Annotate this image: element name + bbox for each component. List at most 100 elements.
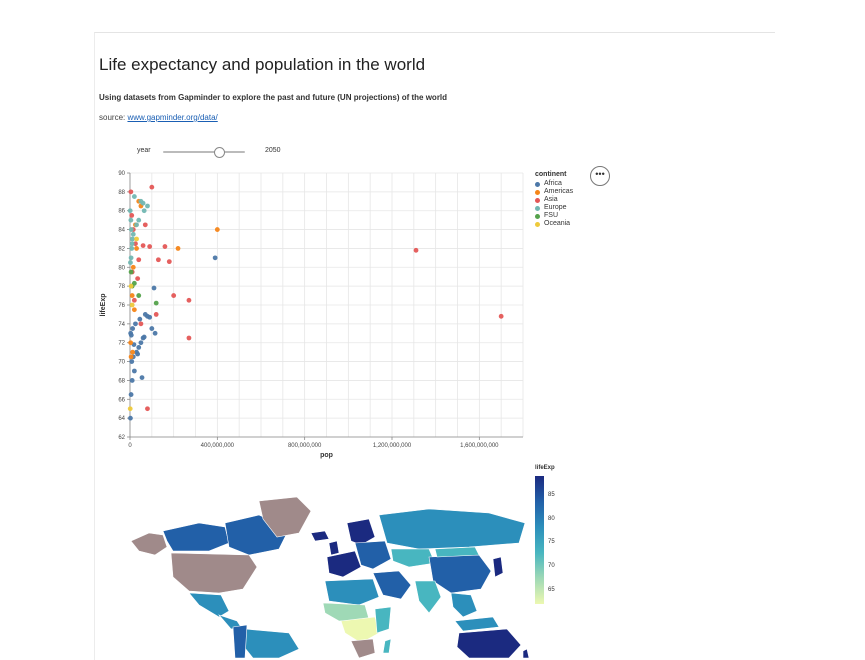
legend-item-fsu[interactable]: FSU bbox=[535, 212, 573, 220]
data-point-asia[interactable] bbox=[186, 297, 192, 303]
data-point-asia[interactable] bbox=[135, 276, 141, 281]
data-point-americas[interactable] bbox=[130, 264, 136, 270]
data-point-asia[interactable] bbox=[186, 335, 192, 341]
data-point-africa[interactable] bbox=[136, 345, 142, 350]
country-region-china[interactable] bbox=[428, 554, 492, 594]
country-region-central-africa[interactable] bbox=[340, 616, 380, 644]
country-region-southern-africa[interactable] bbox=[350, 638, 376, 658]
year-slider-track[interactable] bbox=[163, 147, 245, 158]
legend-item-africa[interactable]: Africa bbox=[535, 180, 573, 188]
data-point-africa[interactable] bbox=[212, 255, 218, 261]
data-point-africa[interactable] bbox=[130, 326, 136, 331]
data-point-europe[interactable] bbox=[134, 222, 139, 228]
country-region-middle-east[interactable] bbox=[372, 570, 412, 600]
data-point-oceania[interactable] bbox=[129, 302, 135, 308]
data-point-europe[interactable] bbox=[130, 236, 135, 242]
data-point-europe[interactable] bbox=[128, 227, 134, 232]
data-point-africa[interactable] bbox=[128, 392, 134, 397]
data-point-americas[interactable] bbox=[175, 246, 181, 251]
country-region-canada-west[interactable] bbox=[162, 522, 230, 552]
data-point-asia[interactable] bbox=[136, 257, 142, 263]
legend-item-europe[interactable]: Europe bbox=[535, 204, 573, 212]
data-point-americas[interactable] bbox=[128, 354, 134, 360]
data-point-europe[interactable] bbox=[138, 198, 144, 204]
data-point-asia[interactable] bbox=[140, 243, 146, 248]
data-point-africa[interactable] bbox=[135, 351, 141, 357]
data-point-asia[interactable] bbox=[147, 244, 153, 249]
data-point-africa[interactable] bbox=[145, 313, 150, 319]
data-point-asia[interactable] bbox=[142, 222, 148, 228]
country-region-alaska[interactable] bbox=[130, 532, 168, 556]
country-region-madagascar[interactable] bbox=[382, 638, 392, 654]
data-point-asia[interactable] bbox=[131, 297, 137, 303]
country-region-south-east-asia[interactable] bbox=[450, 592, 478, 618]
data-point-africa[interactable] bbox=[149, 326, 155, 331]
data-point-europe[interactable] bbox=[130, 231, 136, 237]
data-point-africa[interactable] bbox=[137, 316, 143, 322]
data-point-africa[interactable] bbox=[133, 321, 138, 327]
country-region-north-africa[interactable] bbox=[324, 578, 380, 606]
data-point-europe[interactable] bbox=[128, 217, 134, 223]
data-point-asia[interactable] bbox=[413, 247, 419, 253]
data-point-oceania[interactable] bbox=[127, 406, 133, 412]
data-point-africa[interactable] bbox=[138, 340, 144, 346]
data-point-asia[interactable] bbox=[149, 184, 155, 190]
data-point-oceania[interactable] bbox=[128, 283, 134, 289]
country-region-japan[interactable] bbox=[492, 556, 504, 578]
country-region-western-europe[interactable] bbox=[326, 550, 362, 578]
data-point-fsu[interactable] bbox=[136, 293, 142, 298]
country-region-south-america-west[interactable] bbox=[232, 624, 248, 658]
data-point-asia[interactable] bbox=[498, 313, 504, 319]
data-point-asia[interactable] bbox=[153, 312, 159, 317]
data-point-asia[interactable] bbox=[155, 257, 161, 263]
country-region-eastern-europe[interactable] bbox=[354, 540, 392, 570]
data-point-asia[interactable] bbox=[166, 259, 172, 265]
data-point-africa[interactable] bbox=[141, 334, 147, 340]
country-region-russia[interactable] bbox=[378, 508, 526, 550]
country-region-scandinavia[interactable] bbox=[346, 518, 376, 546]
data-point-asia[interactable] bbox=[162, 244, 168, 249]
country-region-mexico[interactable] bbox=[188, 592, 230, 618]
data-point-asia[interactable] bbox=[145, 406, 150, 412]
data-point-africa[interactable] bbox=[151, 285, 157, 291]
data-point-europe[interactable] bbox=[136, 217, 142, 223]
data-point-fsu[interactable] bbox=[131, 280, 137, 286]
data-point-africa[interactable] bbox=[129, 378, 135, 383]
year-slider[interactable]: year 2050 bbox=[137, 145, 297, 159]
data-point-americas[interactable] bbox=[131, 307, 137, 313]
data-point-europe[interactable] bbox=[129, 241, 135, 247]
data-point-europe[interactable] bbox=[128, 255, 134, 261]
data-point-asia[interactable] bbox=[128, 189, 134, 195]
data-point-fsu[interactable] bbox=[153, 300, 159, 306]
country-region-brazil[interactable] bbox=[240, 628, 300, 658]
country-region-iceland[interactable] bbox=[310, 530, 330, 542]
legend-item-oceania[interactable]: Oceania bbox=[535, 220, 573, 228]
country-region-mongolia[interactable] bbox=[434, 546, 480, 558]
data-point-americas[interactable] bbox=[130, 349, 136, 355]
data-point-africa[interactable] bbox=[139, 375, 145, 380]
data-point-africa[interactable] bbox=[152, 330, 158, 336]
data-point-americas[interactable] bbox=[129, 293, 135, 298]
data-point-asia[interactable] bbox=[129, 213, 135, 218]
data-point-africa[interactable] bbox=[129, 359, 135, 364]
data-point-africa[interactable] bbox=[128, 415, 133, 421]
country-region-india[interactable] bbox=[414, 580, 442, 614]
data-point-africa[interactable] bbox=[128, 332, 134, 338]
country-region-kazakhstan[interactable] bbox=[390, 548, 436, 568]
more-actions-icon[interactable]: ••• bbox=[590, 166, 610, 186]
data-point-americas[interactable] bbox=[134, 246, 139, 251]
legend-item-asia[interactable]: Asia bbox=[535, 196, 573, 204]
data-point-europe[interactable] bbox=[128, 260, 133, 265]
data-point-americas[interactable] bbox=[128, 340, 134, 346]
data-point-asia[interactable] bbox=[171, 293, 177, 298]
data-point-europe[interactable] bbox=[129, 246, 135, 251]
legend-item-americas[interactable]: Americas bbox=[535, 188, 573, 196]
country-region-new-zealand[interactable] bbox=[522, 648, 529, 658]
data-point-africa[interactable] bbox=[131, 368, 137, 374]
country-region-usa[interactable] bbox=[170, 552, 258, 594]
data-point-asia[interactable] bbox=[138, 321, 144, 327]
data-point-europe[interactable] bbox=[127, 208, 133, 214]
country-region-australia[interactable] bbox=[456, 628, 522, 658]
country-region-uk[interactable] bbox=[328, 540, 340, 556]
country-region-indonesia[interactable] bbox=[454, 616, 500, 632]
